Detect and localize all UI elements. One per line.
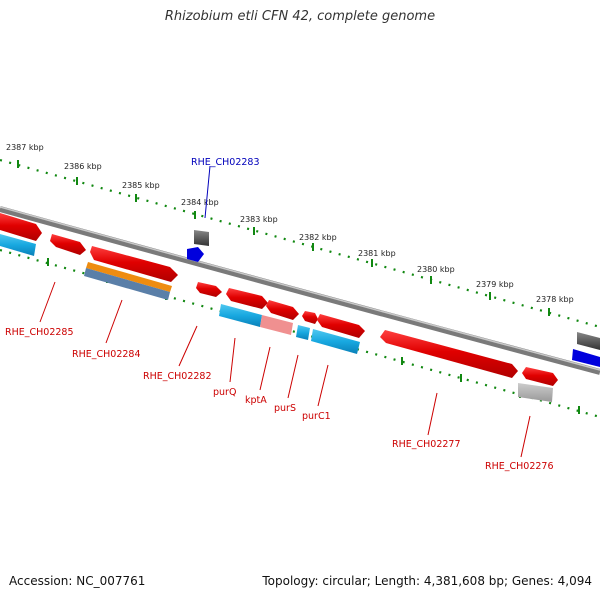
pseudo-gene-right-edge[interactable] [577, 332, 600, 350]
upper-scale-track [0, 158, 600, 329]
rna-feature-purq[interactable] [219, 304, 262, 327]
gene-arrow-rhe-ch02284[interactable] [90, 246, 178, 282]
rna-feature-right-edge[interactable] [572, 349, 600, 367]
map-title: Rhizobium etli CFN 42, complete genome [164, 9, 436, 24]
rna-feature-purs[interactable] [296, 325, 310, 340]
gene-label-purc1[interactable]: purC1 [302, 411, 331, 422]
upper-major-ticks [17, 160, 550, 316]
kbp-label-2382: 2382 kbp [299, 233, 337, 242]
gene-arrow-purq[interactable] [226, 288, 268, 309]
gene-arrow-rhe-ch02282[interactable] [196, 282, 222, 297]
kbp-label-2383: 2383 kbp [240, 215, 278, 224]
gene-label-rhe-ch02285[interactable]: RHE_CH02285 [5, 327, 74, 338]
gene-arrow-rhe-ch02277[interactable] [380, 330, 518, 378]
kbp-label-2386: 2386 kbp [64, 162, 102, 171]
gene-arrow-kpta[interactable] [266, 300, 299, 320]
repeat-feature-steel[interactable] [84, 268, 170, 300]
kbp-label-2380: 2380 kbp [417, 265, 455, 274]
misc-feature-rhe-ch02283[interactable] [187, 247, 204, 262]
gene-label-rhe-ch02283[interactable]: RHE_CH02283 [191, 157, 260, 168]
rna-feature-purc1[interactable] [311, 329, 360, 354]
gene-arrow-f2[interactable] [50, 234, 86, 255]
leader-lines [39, 165, 531, 458]
gene-arrow-purs[interactable] [302, 311, 318, 324]
gene-label-rhe-ch02277[interactable]: RHE_CH02277 [392, 439, 461, 450]
gene-label-rhe-ch02282[interactable]: RHE_CH02282 [143, 371, 212, 382]
kbp-label-2378: 2378 kbp [536, 295, 574, 304]
accession-label: Accession: NC_007761 [9, 574, 146, 588]
gene-label-rhe-ch02284[interactable]: RHE_CH02284 [72, 349, 141, 360]
gene-arrow-purc1[interactable] [317, 314, 365, 338]
rna-feature-left-edge[interactable] [0, 234, 36, 256]
gene-arrow-left-edge[interactable] [0, 213, 42, 241]
gene-label-purq[interactable]: purQ [213, 387, 236, 398]
pseudo-gene-rhe-ch02283[interactable] [194, 230, 209, 246]
kbp-label-2381: 2381 kbp [358, 249, 396, 258]
rna-feature-kpta[interactable] [260, 315, 293, 335]
lower-scale-track [0, 248, 600, 419]
gene-label-rhe-ch02276[interactable]: RHE_CH02276 [485, 461, 554, 472]
gene-label-kpta[interactable]: kptA [245, 395, 267, 406]
pseudo-gene-rhe-ch02276[interactable] [518, 383, 553, 402]
repeat-feature-orange[interactable] [86, 262, 172, 292]
gene-label-purs[interactable]: purS [274, 403, 296, 414]
genome-backbone [0, 206, 600, 375]
kbp-label-2384: 2384 kbp [181, 198, 219, 207]
kbp-label-2385: 2385 kbp [122, 181, 160, 190]
kbp-label-2379: 2379 kbp [476, 280, 514, 289]
kbp-label-2387: 2387 kbp [6, 143, 44, 152]
gene-arrow-rhe-ch02276[interactable] [522, 367, 558, 386]
genome-summary: Topology: circular; Length: 4,381,608 bp… [262, 574, 592, 588]
genome-backbone-highlight [0, 206, 600, 371]
